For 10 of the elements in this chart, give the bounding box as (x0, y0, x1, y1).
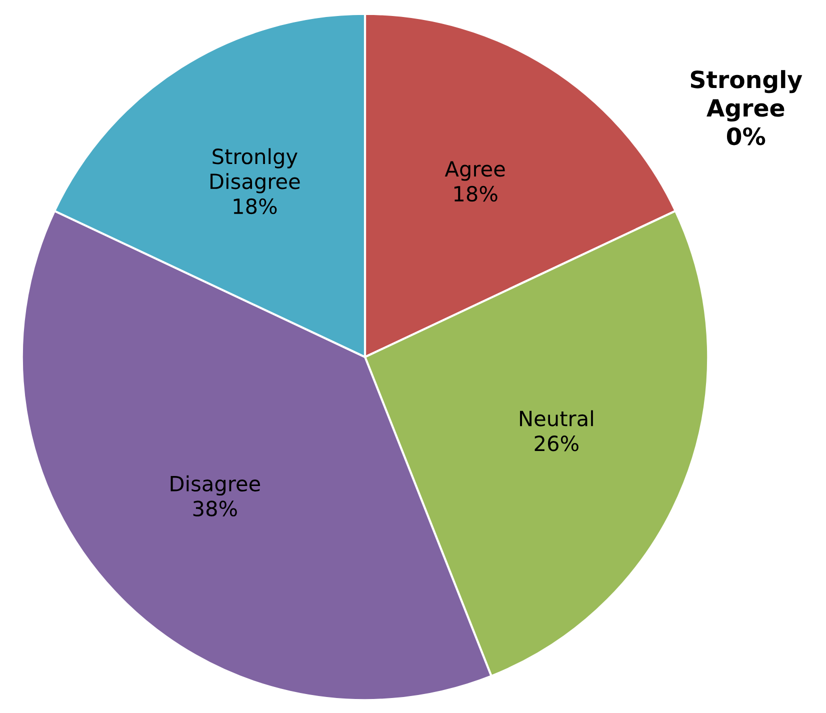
category-label: Strongly Agree (690, 70, 802, 122)
slice-label: Disagree (170, 475, 260, 496)
data-label: 18% (234, 198, 277, 214)
text: 0% (726, 127, 766, 146)
slice-label: Stronlgy Disagree (210, 148, 300, 194)
data-label: 38% (193, 500, 237, 516)
slice-label: Neutral (520, 410, 593, 426)
data-label: 18% (454, 186, 498, 202)
data-label: 26% (534, 436, 578, 452)
slice-label: Agree (444, 161, 505, 181)
